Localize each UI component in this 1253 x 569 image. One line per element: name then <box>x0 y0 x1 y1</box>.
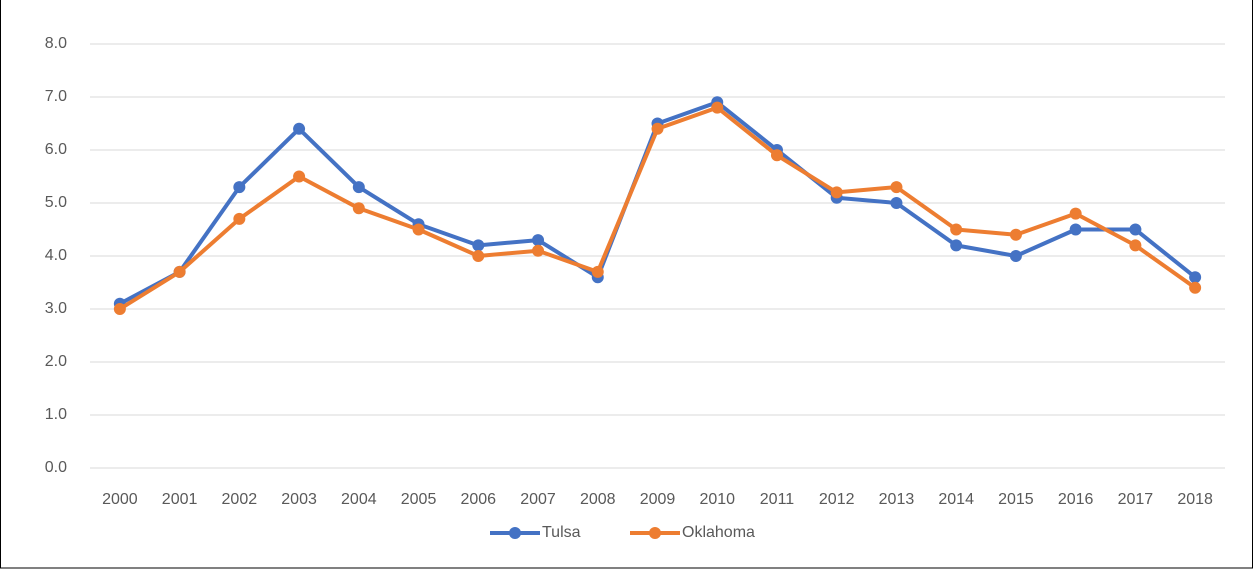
legend-label: Tulsa <box>542 524 581 541</box>
y-tick-label: 6.0 <box>45 141 67 158</box>
x-tick-label: 2005 <box>401 491 437 508</box>
point-marker <box>113 303 126 315</box>
x-tick-label: 2003 <box>281 491 317 508</box>
point-marker <box>1189 281 1202 294</box>
point-marker <box>233 212 246 225</box>
point-marker <box>950 223 963 236</box>
point-marker <box>293 122 306 135</box>
x-tick-label: 2008 <box>580 491 616 508</box>
x-tick-label: 2017 <box>1118 491 1154 508</box>
x-tick-label: 2006 <box>460 491 496 508</box>
x-tick-label: 2002 <box>222 491 258 508</box>
y-tick-label: 3.0 <box>45 300 67 317</box>
point-marker <box>352 181 365 194</box>
point-marker <box>1009 228 1022 241</box>
point-marker <box>890 181 903 194</box>
point-marker <box>830 186 843 199</box>
point-marker <box>532 244 545 257</box>
point-marker <box>412 223 425 236</box>
x-tick-label: 2001 <box>162 491 198 508</box>
y-tick-label: 8.0 <box>45 35 67 52</box>
x-tick-label: 2004 <box>341 491 377 508</box>
point-marker <box>770 149 783 162</box>
point-marker <box>651 122 664 135</box>
y-tick-label: 5.0 <box>45 194 67 211</box>
point-marker <box>472 239 485 252</box>
y-tick-label: 1.0 <box>45 406 67 423</box>
x-tick-label: 2009 <box>640 491 676 508</box>
point-marker <box>1009 250 1022 262</box>
x-tick-label: 2007 <box>520 491 556 508</box>
x-tick-label: 2011 <box>760 491 795 508</box>
point-marker <box>293 170 306 183</box>
point-marker <box>1069 223 1082 236</box>
x-tick-label: 2000 <box>102 491 138 508</box>
point-marker <box>950 239 963 252</box>
point-marker <box>890 197 903 209</box>
point-marker <box>472 250 485 262</box>
legend-label: Oklahoma <box>682 524 755 541</box>
point-marker <box>532 234 545 247</box>
point-marker <box>1189 271 1202 284</box>
x-tick-label: 2018 <box>1177 491 1213 508</box>
legend-marker <box>649 527 661 539</box>
point-marker <box>1129 239 1142 252</box>
y-tick-label: 2.0 <box>45 353 67 370</box>
point-marker <box>1129 223 1142 236</box>
legend-marker <box>509 527 521 539</box>
y-tick-label: 0.0 <box>45 459 67 476</box>
point-marker <box>1069 207 1082 220</box>
x-tick-label: 2010 <box>699 491 735 508</box>
point-marker <box>233 181 246 194</box>
point-marker <box>711 101 724 114</box>
x-tick-label: 2016 <box>1058 491 1094 508</box>
x-tick-label: 2012 <box>819 491 855 508</box>
point-marker <box>352 202 365 215</box>
y-tick-label: 7.0 <box>45 88 67 105</box>
point-marker <box>591 265 604 278</box>
x-tick-label: 2014 <box>938 491 974 508</box>
point-marker <box>173 265 186 278</box>
y-tick-label: 4.0 <box>45 247 67 264</box>
x-tick-label: 2015 <box>998 491 1034 508</box>
x-tick-label: 2013 <box>879 491 915 508</box>
